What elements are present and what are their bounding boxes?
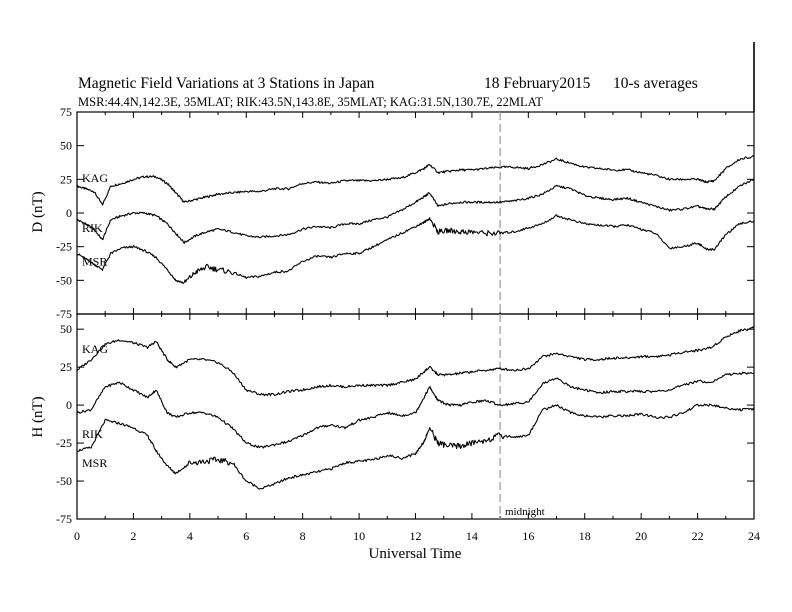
d-series-msr [76,214,755,284]
d-series-label-kag: KAG [82,171,108,185]
x-tick-label: 22 [692,529,704,543]
d-y-tick-label: -75 [56,307,72,321]
d-y-tick-label: -50 [56,273,72,287]
x-tick-label: 8 [300,529,306,543]
x-tick-label: 14 [466,529,478,543]
x-tick-label: 10 [353,529,365,543]
d-y-tick-label: 25 [60,172,72,186]
chart-title: Magnetic Field Variations at 3 Stations … [78,75,375,92]
h-series-label-msr: MSR [82,456,107,470]
h-component-panel: -75 -50 -25 0 25 50 KAG RIK MSR [56,313,755,526]
d-y-tick-label: 0 [66,206,72,220]
x-tick-label: 20 [635,529,647,543]
x-axis-label: Universal Time [369,546,462,562]
x-tick-label: 16 [522,529,534,543]
x-tick-label: 2 [130,529,136,543]
d-series-label-rik: RIK [82,221,103,235]
midnight-label: midnight [505,506,545,518]
x-tick-label: 4 [187,529,193,543]
d-component-panel: -75 -50 -25 0 25 50 75 KAG RIK MSR [56,105,755,321]
station-coordinates: MSR:44.4N,142.3E, 35MLAT; RIK:43.5N,143.… [78,95,543,109]
x-tick-label: 6 [243,529,249,543]
h-series-rik [76,371,755,449]
h-y-tick-label: 0 [66,398,72,412]
h-y-tick-label: -75 [56,512,72,526]
h-series-label-rik: RIK [82,427,103,441]
h-y-tick-label: -50 [56,474,72,488]
h-y-tick-label: 25 [60,360,72,374]
d-y-tick-label: -25 [56,240,72,254]
d-series-kag [76,155,755,206]
d-panel-frame [76,111,755,315]
h-y-tick-label: 50 [60,322,72,336]
chart-date: 18 February2015 [484,75,591,92]
h-y-axis-label: H (nT) [30,396,46,437]
d-y-tick-label: 75 [60,105,72,119]
d-series-rik [76,178,755,244]
x-tick-label: 12 [410,529,422,543]
h-y-tick-label: -25 [56,436,72,450]
x-axis: 0 2 4 6 8 10 12 14 16 18 20 22 24 [74,529,760,543]
x-tick-label: 0 [74,529,80,543]
x-tick-label: 18 [579,529,591,543]
d-y-tick-label: 50 [60,139,72,153]
x-tick-label: 24 [748,529,760,543]
d-y-axis-label: D (nT) [30,191,46,232]
d-series-label-msr: MSR [82,254,107,268]
h-series-msr [76,403,755,490]
h-series-kag [76,326,755,397]
h-series-label-kag: KAG [82,342,108,356]
averaging-label: 10-s averages [613,75,698,92]
